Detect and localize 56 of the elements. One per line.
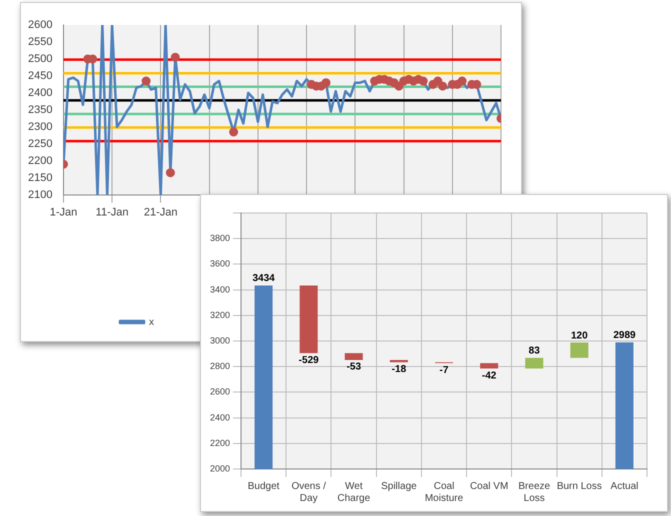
bar [570,342,588,358]
x-tick-label: Breeze Loss [518,480,551,504]
y-tick-label: 3800 [210,233,230,244]
point [458,76,467,86]
data-label: -53 [346,362,362,373]
y-tick-label: 2550 [28,36,52,48]
point [142,76,151,86]
x-tick-label: Ovens / Day [291,480,326,504]
x-tick-label: Actual [610,480,638,492]
x-tick-label: Budget [248,480,280,492]
bar [525,358,544,369]
bar [615,342,634,469]
point [418,76,428,86]
bar [344,353,363,360]
x-tick-label: Burn Loss [556,480,602,492]
data-label: 3434 [252,273,276,284]
x-tick-label: 21-Jan [144,206,178,218]
data-label: 2989 [613,330,636,342]
y-tick-label: 3400 [210,284,230,294]
x-tick-label: 11-Jan [96,206,128,218]
x-tick-label: Coal VM [470,480,508,492]
y-tick-label: 3200 [210,310,230,320]
data-label: -42 [482,370,497,382]
data-label: 83 [528,346,540,357]
x-tick-label: Wet Charge [337,480,371,504]
y-tick-label: 2450 [28,70,52,82]
y-tick-label: 2600 [210,386,230,397]
y-tick-label: 2150 [28,172,52,184]
point [166,168,175,178]
y-tick-label: 2100 [28,188,52,201]
point [438,82,448,91]
y-tick-label: 2400 [28,86,52,99]
x-tick-label: 1-Jan [50,206,78,218]
x-tick-label: Coal Moisture [424,480,464,504]
y-tick-label: 2200 [28,154,52,167]
x-tick-label: Spillage [381,480,418,492]
y-tick-label: 2350 [28,104,52,116]
point [170,52,180,62]
y-tick-label: 2500 [28,52,52,65]
data-label: 120 [570,330,588,342]
y-tick-label: 2000 [210,463,230,474]
y-tick-label: 2200 [210,438,230,448]
data-label: -529 [298,354,320,366]
y-tick-label: 2300 [28,120,52,133]
y-tick-label: 2250 [28,138,52,150]
bar [254,285,273,469]
data-label: -18 [392,364,407,375]
bar [300,285,318,354]
y-tick-label: 3000 [210,335,230,346]
data-label: -7 [440,364,449,376]
bar [480,363,498,369]
y-tick-label: 2400 [210,412,230,422]
legend-label: x [149,316,154,328]
y-tick-label: 3600 [210,258,230,269]
y-tick-label: 2600 [28,19,52,32]
y-tick-label: 2800 [210,361,230,372]
